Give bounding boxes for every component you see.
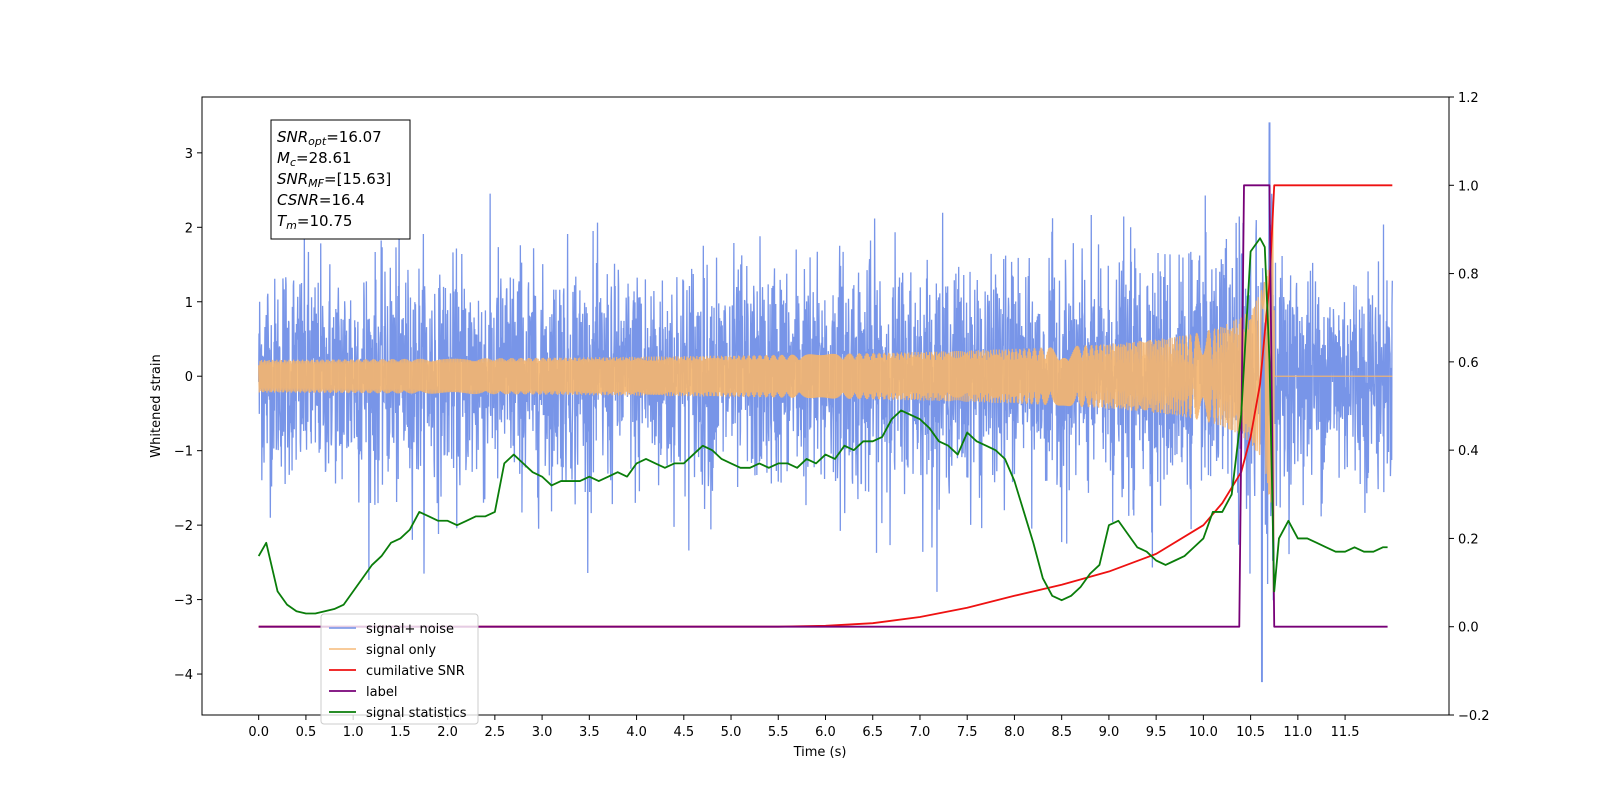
x-tick-label: 10.0 bbox=[1189, 725, 1218, 740]
x-tick-label: 8.5 bbox=[1051, 725, 1072, 740]
legend-label: signal+ noise bbox=[366, 622, 454, 637]
y-right-tick-label: 0.8 bbox=[1458, 268, 1479, 283]
x-tick-label: 7.0 bbox=[910, 725, 931, 740]
series-signal-statistics-line bbox=[257, 237, 1388, 615]
x-tick-label: 3.0 bbox=[532, 725, 553, 740]
legend-label: signal only bbox=[366, 643, 436, 658]
y-left-tick-label: −1 bbox=[174, 445, 193, 460]
x-tick-label: 0.5 bbox=[296, 725, 317, 740]
y-left-tick-label: 0 bbox=[185, 370, 193, 385]
x-tick-label: 4.5 bbox=[673, 725, 694, 740]
legend-label: label bbox=[366, 685, 397, 700]
y-right-tick-label: 0.0 bbox=[1458, 621, 1479, 636]
annotation-line: SNRopt=16.07 bbox=[277, 128, 382, 148]
x-tick-label: 4.0 bbox=[626, 725, 647, 740]
y-right-tick-label: 0.2 bbox=[1458, 532, 1479, 547]
y-right-tick-label: −0.2 bbox=[1458, 709, 1490, 724]
x-tick-label: 6.0 bbox=[815, 725, 836, 740]
x-tick-label: 1.5 bbox=[390, 725, 411, 740]
annotation-line: SNRMF=[15.63] bbox=[277, 170, 391, 190]
y-left-tick-label: 1 bbox=[185, 296, 193, 311]
x-tick-label: 2.5 bbox=[485, 725, 506, 740]
y-left-tick-label: 3 bbox=[185, 147, 193, 162]
x-tick-label: 5.0 bbox=[721, 725, 742, 740]
y-right-tick-label: 0.4 bbox=[1458, 444, 1479, 459]
x-axis-label: Time (s) bbox=[793, 745, 847, 760]
series-signal-only-line bbox=[258, 205, 1393, 593]
x-tick-label: 5.5 bbox=[768, 725, 789, 740]
annotation-box: SNRopt=16.07Mc=28.61SNRMF=[15.63]CSNR=16… bbox=[270, 119, 411, 240]
y-right-tick-label: 1.0 bbox=[1458, 179, 1479, 194]
legend-label: signal statistics bbox=[366, 706, 467, 721]
x-tick-label: 10.5 bbox=[1236, 725, 1265, 740]
x-tick-label: 11.0 bbox=[1283, 725, 1312, 740]
y-right-tick-label: 1.2 bbox=[1458, 91, 1479, 106]
x-tick-label: 7.5 bbox=[957, 725, 978, 740]
x-tick-label: 3.5 bbox=[579, 725, 600, 740]
y-axis-label-left: Whitened strain bbox=[149, 354, 164, 457]
annotation-line: Tm=10.75 bbox=[277, 212, 352, 232]
legend: signal+ noise signal only cumilative SNR la… bbox=[320, 613, 479, 725]
annotation-line: Mc=28.61 bbox=[277, 149, 352, 169]
x-tick-label: 1.0 bbox=[343, 725, 364, 740]
y-left-tick-label: −4 bbox=[174, 668, 193, 683]
legend-label: cumilative SNR bbox=[366, 664, 465, 679]
x-tick-label: 9.5 bbox=[1146, 725, 1167, 740]
annotation-line: CSNR=16.4 bbox=[277, 191, 365, 209]
y-right-tick-label: 0.6 bbox=[1458, 356, 1479, 371]
series-label-line bbox=[258, 184, 1388, 628]
series-cumulative-snr-line bbox=[258, 184, 1393, 628]
x-tick-label: 9.0 bbox=[1099, 725, 1120, 740]
x-tick-label: 8.0 bbox=[1004, 725, 1025, 740]
y-left-tick-label: 2 bbox=[185, 221, 193, 236]
x-tick-label: 0.0 bbox=[248, 725, 269, 740]
y-left-tick-label: −2 bbox=[174, 519, 193, 534]
x-tick-label: 11.5 bbox=[1331, 725, 1360, 740]
x-tick-label: 6.5 bbox=[862, 725, 883, 740]
x-tick-label: 2.0 bbox=[437, 725, 458, 740]
y-left-tick-label: −3 bbox=[174, 594, 193, 609]
